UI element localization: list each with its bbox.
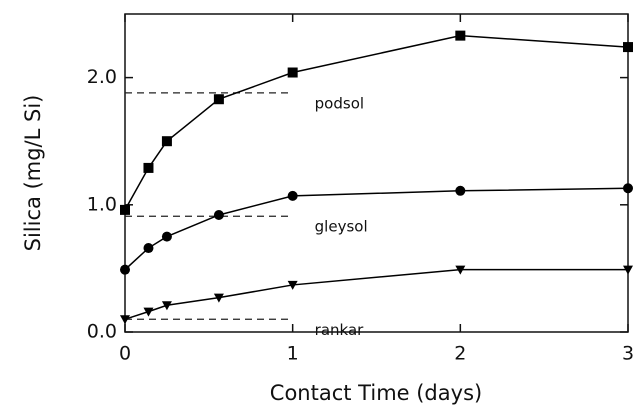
marker (455, 185, 466, 196)
marker (143, 307, 154, 317)
series-line (124, 34, 629, 211)
marker (213, 293, 224, 303)
series-label: gleysol (315, 218, 368, 236)
x-tick-label: 1 (287, 343, 299, 365)
x-axis-title: Contact Time (days) (270, 381, 482, 405)
x-tick-label: 3 (622, 343, 634, 365)
series-label: rankar (315, 321, 364, 339)
marker (455, 30, 466, 41)
marker (161, 231, 172, 242)
marker (287, 190, 298, 201)
marker (161, 136, 172, 147)
marker (143, 162, 154, 173)
y-axis-title: Silica (mg/L Si) (21, 95, 45, 252)
marker (161, 301, 172, 311)
marker (623, 42, 633, 53)
x-tick-label: 2 (454, 343, 466, 365)
marker (287, 280, 298, 290)
marker (623, 265, 633, 275)
series-line (124, 268, 628, 320)
y-tick-label: 2.0 (87, 66, 117, 88)
marker (120, 204, 130, 215)
marker (287, 67, 298, 78)
x-tick-label: 0 (119, 343, 131, 365)
y-tick-label: 0.0 (87, 321, 117, 343)
series-line (124, 187, 629, 271)
plot-frame (124, 13, 629, 333)
marker (455, 265, 466, 275)
y-tick-label: 1.0 (87, 193, 117, 215)
marker (120, 264, 130, 275)
marker (120, 315, 130, 325)
marker (213, 209, 224, 220)
series-label: podsol (315, 94, 364, 112)
marker (143, 243, 154, 254)
marker (213, 94, 224, 105)
marker (623, 183, 633, 194)
